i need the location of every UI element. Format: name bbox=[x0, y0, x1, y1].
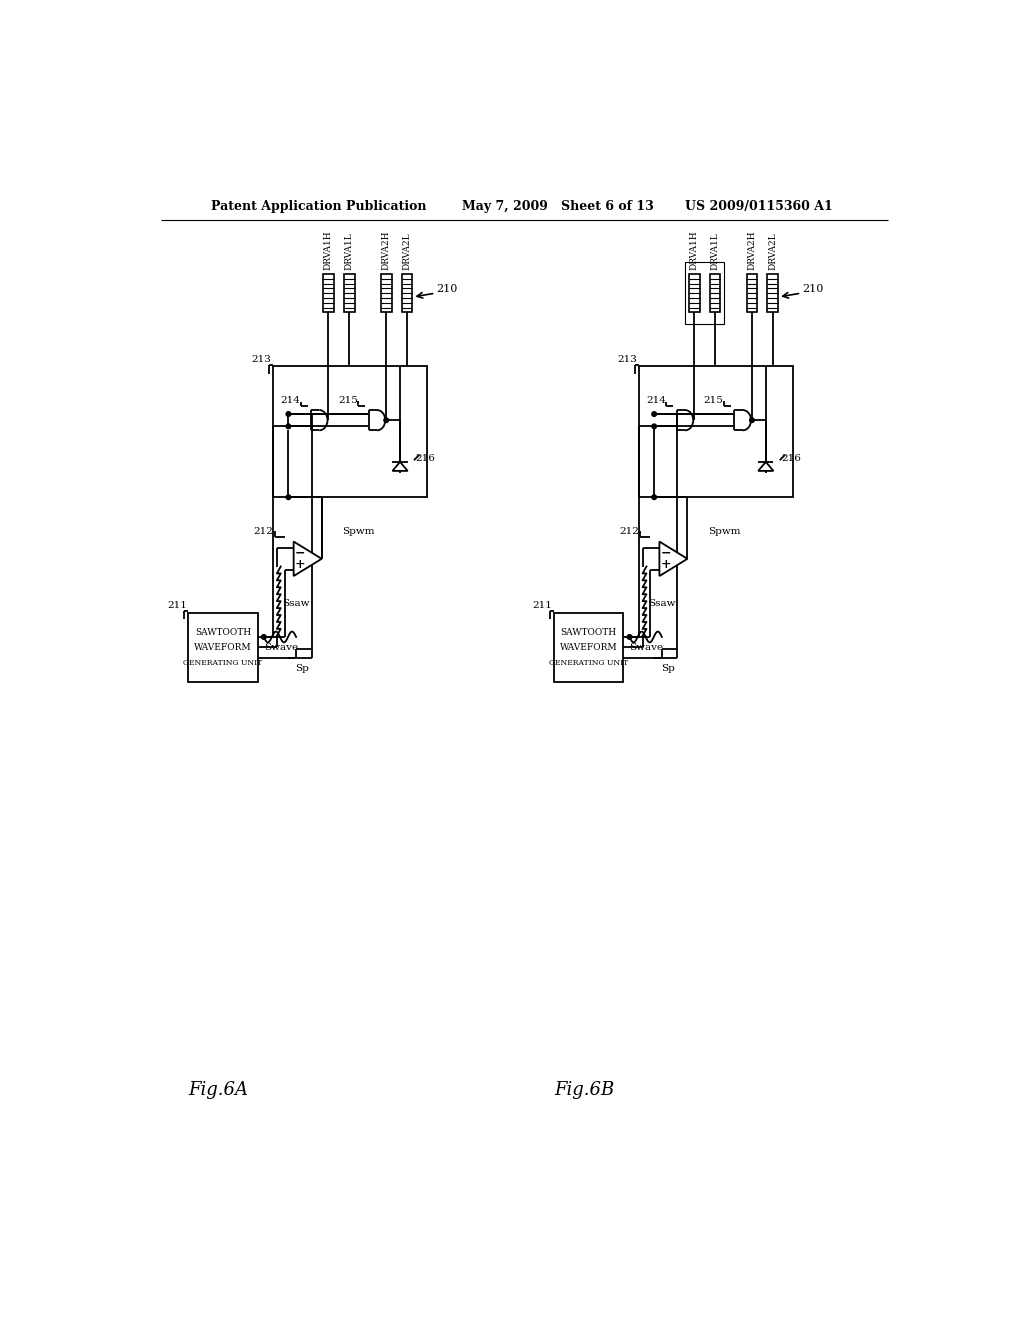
Text: 213: 213 bbox=[252, 355, 271, 364]
Text: 211: 211 bbox=[167, 602, 186, 610]
Text: GENERATING UNIT: GENERATING UNIT bbox=[183, 659, 262, 667]
Bar bbox=[746, 275, 758, 313]
Text: 215: 215 bbox=[703, 396, 724, 405]
Text: DRVA1L: DRVA1L bbox=[345, 232, 353, 271]
Bar bbox=[554, 612, 624, 682]
Circle shape bbox=[628, 635, 632, 639]
Text: Fig.6B: Fig.6B bbox=[554, 1081, 614, 1100]
Text: +: + bbox=[660, 558, 671, 572]
Text: 214: 214 bbox=[646, 396, 666, 405]
Bar bbox=[323, 275, 334, 313]
Text: WAVEFORM: WAVEFORM bbox=[195, 643, 252, 652]
Text: May 7, 2009   Sheet 6 of 13: May 7, 2009 Sheet 6 of 13 bbox=[462, 199, 653, 213]
Text: Fig.6A: Fig.6A bbox=[188, 1081, 248, 1100]
Text: 214: 214 bbox=[281, 396, 300, 405]
Polygon shape bbox=[294, 541, 322, 576]
Text: DRVA1L: DRVA1L bbox=[711, 232, 720, 271]
Text: DRVA1H: DRVA1H bbox=[324, 231, 333, 271]
Bar bbox=[685, 263, 724, 323]
Circle shape bbox=[652, 424, 656, 429]
Text: SAWTOOTH: SAWTOOTH bbox=[195, 627, 251, 636]
Bar bbox=[273, 367, 427, 498]
Circle shape bbox=[652, 412, 656, 416]
Bar bbox=[689, 275, 699, 313]
Text: 212: 212 bbox=[618, 528, 639, 536]
Polygon shape bbox=[758, 462, 773, 471]
Text: WAVEFORM: WAVEFORM bbox=[560, 643, 617, 652]
Bar bbox=[401, 275, 413, 313]
Text: Spwm: Spwm bbox=[708, 528, 740, 536]
Circle shape bbox=[286, 495, 291, 499]
Polygon shape bbox=[392, 462, 408, 471]
Text: Spwm: Spwm bbox=[342, 528, 375, 536]
Text: Swave: Swave bbox=[263, 643, 298, 652]
Text: 210: 210 bbox=[436, 284, 458, 294]
Text: DRVA2H: DRVA2H bbox=[748, 231, 757, 271]
Circle shape bbox=[652, 495, 656, 499]
Text: Sp: Sp bbox=[295, 664, 309, 673]
Circle shape bbox=[261, 635, 266, 639]
Circle shape bbox=[764, 465, 768, 469]
Text: +: + bbox=[295, 558, 305, 572]
Text: Ssaw: Ssaw bbox=[648, 599, 676, 609]
Circle shape bbox=[750, 418, 755, 422]
Text: Sp: Sp bbox=[662, 664, 675, 673]
Text: SAWTOOTH: SAWTOOTH bbox=[561, 627, 616, 636]
Circle shape bbox=[397, 465, 402, 469]
Bar bbox=[639, 367, 793, 498]
Text: −: − bbox=[295, 546, 305, 560]
Text: DRVA2L: DRVA2L bbox=[402, 232, 412, 271]
Bar bbox=[188, 612, 258, 682]
Text: 216: 216 bbox=[416, 454, 435, 463]
Text: DRVA1H: DRVA1H bbox=[690, 231, 698, 271]
Text: GENERATING UNIT: GENERATING UNIT bbox=[549, 659, 629, 667]
Polygon shape bbox=[659, 541, 687, 576]
Text: DRVA2H: DRVA2H bbox=[382, 231, 391, 271]
Text: DRVA2L: DRVA2L bbox=[768, 232, 777, 271]
Text: Swave: Swave bbox=[630, 643, 664, 652]
Text: 213: 213 bbox=[617, 355, 637, 364]
Circle shape bbox=[384, 418, 388, 422]
Text: −: − bbox=[660, 546, 671, 560]
Bar bbox=[381, 275, 391, 313]
Text: 216: 216 bbox=[781, 454, 801, 463]
Text: 210: 210 bbox=[802, 284, 823, 294]
Circle shape bbox=[286, 412, 291, 416]
Bar bbox=[710, 275, 720, 313]
Text: 211: 211 bbox=[532, 602, 553, 610]
Text: Ssaw: Ssaw bbox=[283, 599, 310, 609]
Text: 212: 212 bbox=[253, 528, 273, 536]
Text: US 2009/0115360 A1: US 2009/0115360 A1 bbox=[685, 199, 833, 213]
Circle shape bbox=[286, 424, 291, 429]
Bar bbox=[767, 275, 778, 313]
Text: 215: 215 bbox=[338, 396, 357, 405]
Text: Patent Application Publication: Patent Application Publication bbox=[211, 199, 427, 213]
Bar bbox=[344, 275, 354, 313]
